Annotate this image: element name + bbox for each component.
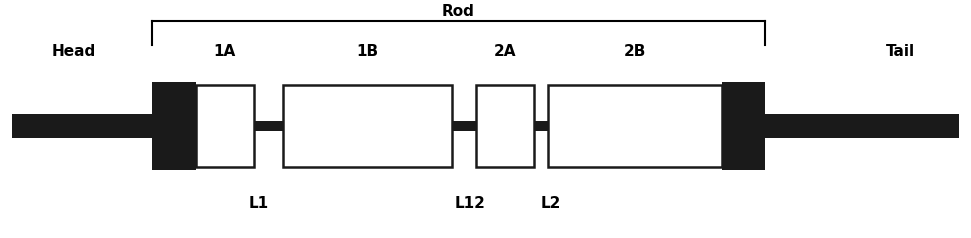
Bar xyxy=(534,121,549,131)
Bar xyxy=(452,121,476,131)
Text: Rod: Rod xyxy=(442,4,475,19)
Bar xyxy=(722,82,765,170)
Text: L2: L2 xyxy=(541,196,561,211)
Text: 1B: 1B xyxy=(356,44,379,59)
Bar xyxy=(253,121,283,131)
Bar xyxy=(152,82,196,170)
Text: Head: Head xyxy=(51,44,95,59)
Bar xyxy=(13,114,152,138)
Text: 2A: 2A xyxy=(493,44,516,59)
Text: L12: L12 xyxy=(454,196,486,211)
Text: Tail: Tail xyxy=(887,44,916,59)
Text: 1A: 1A xyxy=(214,44,236,59)
Bar xyxy=(765,114,958,138)
Bar xyxy=(549,85,722,167)
Text: L1: L1 xyxy=(249,196,269,211)
Bar xyxy=(476,85,534,167)
Bar xyxy=(196,85,253,167)
Text: 2B: 2B xyxy=(624,44,647,59)
Bar xyxy=(283,85,452,167)
